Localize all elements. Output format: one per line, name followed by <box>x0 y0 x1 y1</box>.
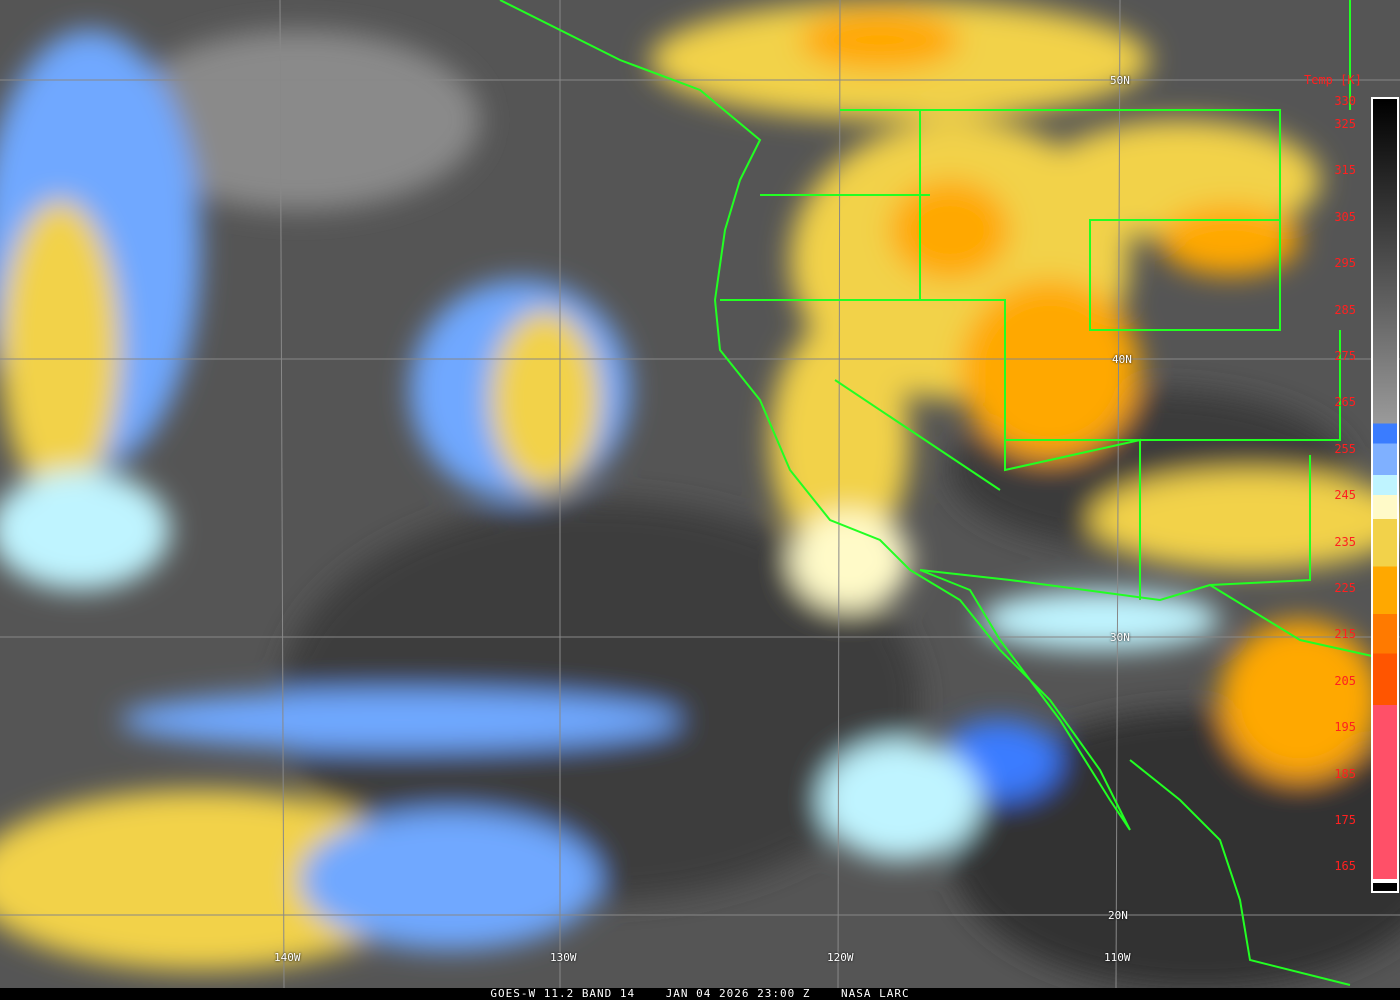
colorbar-tick-label: 325 <box>1334 117 1356 131</box>
colorbar-tick-label: 305 <box>1334 209 1356 224</box>
colorbar-tick-label: 235 <box>1334 534 1356 549</box>
colorbar-tick-label: 245 <box>1334 488 1356 503</box>
colorbar-tick-label: 255 <box>1334 441 1356 456</box>
colorbar-tick-label: 165 <box>1334 859 1356 874</box>
lat-label: 30N <box>1110 631 1130 644</box>
colorbar-tick-label: 205 <box>1334 673 1356 688</box>
lat-label: 40N <box>1112 353 1132 366</box>
colorbar-tick-label: 215 <box>1334 627 1356 642</box>
lon-label: 140W <box>274 951 301 964</box>
legend-title: Temp [K] <box>1304 73 1362 87</box>
image-caption: GOES-W 11.2 BAND 14 JAN 04 2026 23:00 Z … <box>0 988 1400 1000</box>
colorbar-tick-label: 175 <box>1334 813 1356 827</box>
coastline-and-borders <box>499 0 1391 986</box>
lon-label: 120W <box>827 951 854 964</box>
colorbar-tick-label: 330 <box>1334 94 1356 108</box>
colorbar-tick-label: 295 <box>1334 256 1356 271</box>
lon-label: 110W <box>1104 951 1131 964</box>
caption-source: NASA LARC <box>841 987 910 1000</box>
colorbar-tick-label: 275 <box>1334 349 1356 363</box>
colorbar-tick-label: 195 <box>1334 720 1356 735</box>
temperature-colorbar <box>1371 97 1399 893</box>
caption-satellite: GOES-W 11.2 BAND 14 <box>490 987 636 1000</box>
colorbar-tick-label: 315 <box>1334 163 1356 178</box>
lon-label: 130W <box>550 951 577 964</box>
colorbar-tick-label: 225 <box>1334 581 1356 595</box>
caption-datetime: JAN 04 2026 23:00 Z <box>665 987 811 1000</box>
colorbar-tick-label: 265 <box>1334 395 1356 410</box>
lat-label: 50N <box>1110 74 1130 87</box>
lat-label: 20N <box>1108 909 1128 922</box>
colorbar-tick-label: 185 <box>1334 766 1356 781</box>
colorbar-tick-label: 285 <box>1334 302 1356 317</box>
